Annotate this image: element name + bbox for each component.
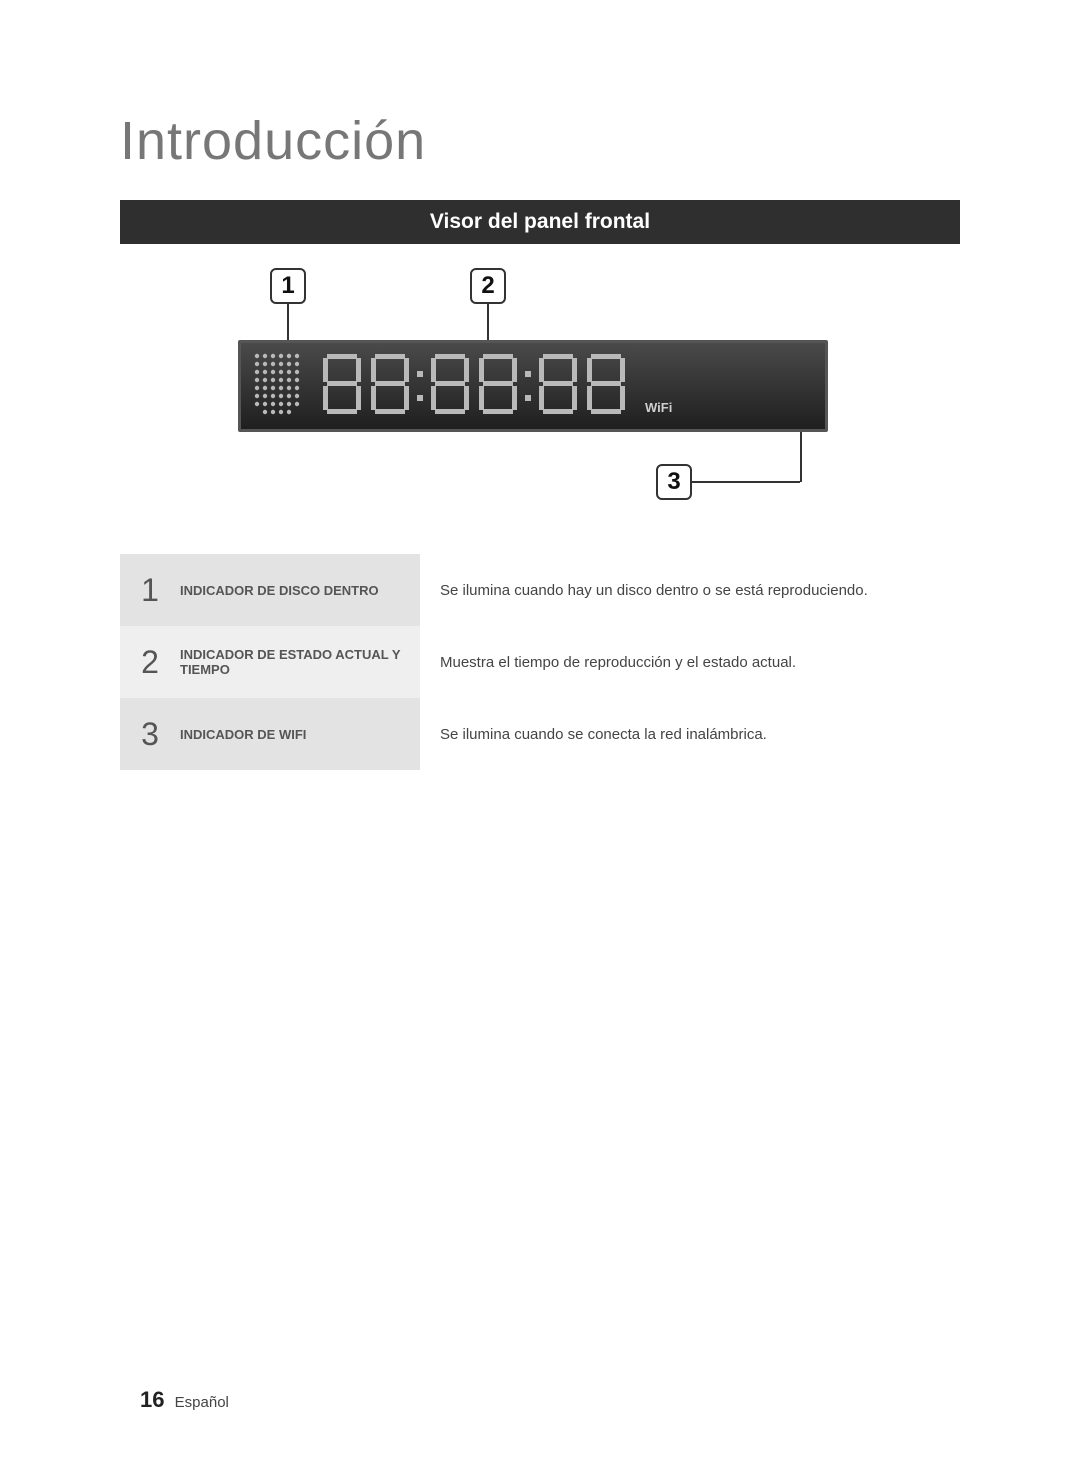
table-row: 3 INDICADOR DE WIFI Se ilumina cuando se… bbox=[120, 698, 960, 770]
callout-1-line bbox=[287, 304, 289, 340]
table-row: 1 INDICADOR DE DISCO DENTRO Se ilumina c… bbox=[120, 554, 960, 626]
callout-3: 3 bbox=[656, 464, 692, 500]
callout-3-line2 bbox=[800, 464, 802, 482]
disc-indicator-icon bbox=[251, 350, 307, 423]
row-number: 2 bbox=[120, 626, 180, 698]
segment-digit bbox=[477, 352, 519, 421]
callout-3-hline bbox=[692, 481, 800, 483]
segment-digit bbox=[429, 352, 471, 421]
callout-1: 1 bbox=[270, 268, 306, 304]
page-title: Introducción bbox=[120, 110, 960, 172]
callout-3-line bbox=[800, 432, 802, 464]
front-panel-diagram: 1 2 bbox=[120, 244, 960, 514]
row-term: INDICADOR DE DISCO DENTRO bbox=[180, 554, 420, 626]
row-term: INDICADOR DE WIFI bbox=[180, 698, 420, 770]
table-row: 2 INDICADOR DE ESTADO ACTUAL Y TIEMPO Mu… bbox=[120, 626, 960, 698]
row-number: 1 bbox=[120, 554, 180, 626]
page-footer: 16 Español bbox=[140, 1387, 229, 1413]
row-term: INDICADOR DE ESTADO ACTUAL Y TIEMPO bbox=[180, 626, 420, 698]
time-display bbox=[321, 352, 627, 421]
segment-digit bbox=[321, 352, 363, 421]
segment-digit bbox=[537, 352, 579, 421]
callout-2-line bbox=[487, 304, 489, 340]
language-label: Español bbox=[175, 1394, 229, 1411]
segment-colon bbox=[525, 371, 531, 401]
display-panel: WiFi bbox=[238, 340, 828, 432]
row-description: Se ilumina cuando hay un disco dentro o … bbox=[420, 554, 960, 626]
indicator-table: 1 INDICADOR DE DISCO DENTRO Se ilumina c… bbox=[120, 554, 960, 770]
row-description: Se ilumina cuando se conecta la red inal… bbox=[420, 698, 960, 770]
segment-colon bbox=[417, 371, 423, 401]
section-heading: Visor del panel frontal bbox=[120, 200, 960, 244]
segment-digit bbox=[369, 352, 411, 421]
callout-2: 2 bbox=[470, 268, 506, 304]
page-number: 16 bbox=[140, 1387, 164, 1412]
wifi-indicator-label: WiFi bbox=[645, 400, 672, 415]
row-description: Muestra el tiempo de reproducción y el e… bbox=[420, 626, 960, 698]
row-number: 3 bbox=[120, 698, 180, 770]
segment-digit bbox=[585, 352, 627, 421]
